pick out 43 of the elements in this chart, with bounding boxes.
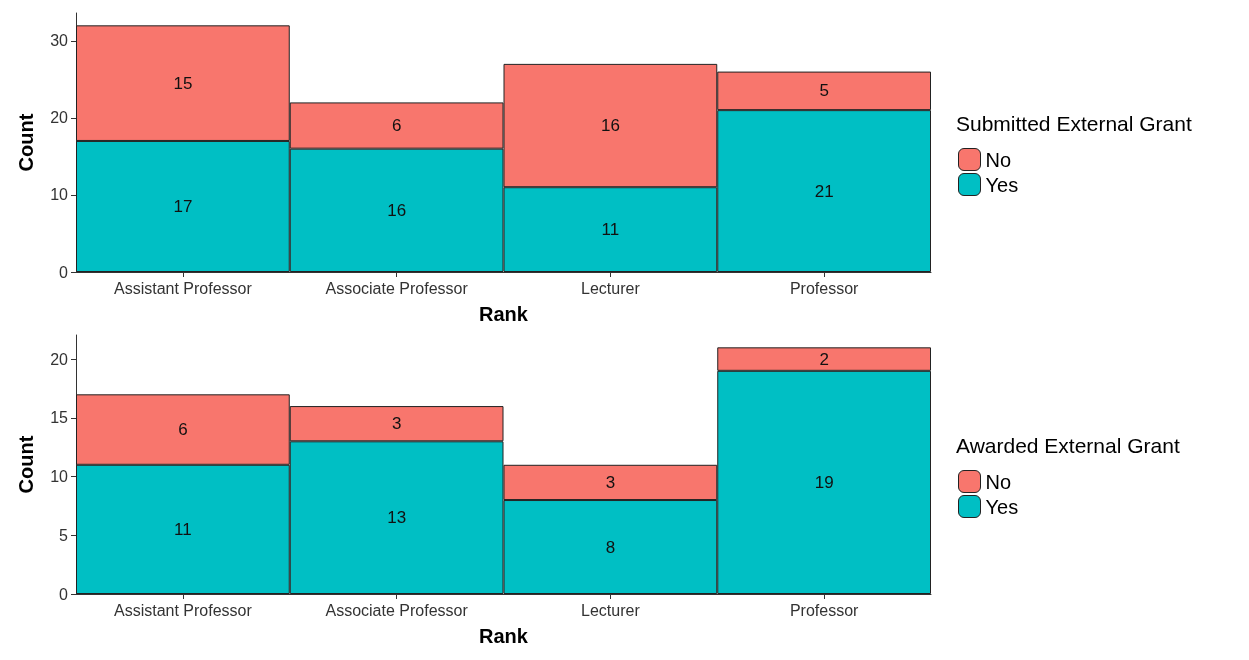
data-label: 8: [605, 537, 616, 557]
x-axis-title: Rank: [479, 625, 529, 647]
data-label: 16: [387, 200, 407, 220]
data-label: 6: [391, 116, 402, 136]
x-tick-label: Associate Professor: [325, 279, 469, 297]
data-label: 5: [819, 81, 829, 101]
x-tick-label: Associate Professor: [325, 601, 469, 619]
x-tick-label: Lecturer: [581, 279, 641, 297]
data-label: 11: [174, 519, 192, 539]
legend-label: Yes: [985, 495, 1019, 518]
x-tick-label: Lecturer: [581, 601, 641, 619]
x-tick-label: Professor: [789, 279, 860, 297]
y-tick-label: 15: [50, 409, 69, 427]
legend-title: Submitted External Grant: [956, 112, 1192, 135]
data-label: 3: [391, 414, 402, 434]
data-label: 16: [600, 116, 620, 136]
data-label: 21: [814, 181, 834, 201]
data-label: 15: [173, 73, 193, 93]
y-tick-label: 30: [50, 32, 69, 50]
data-label: 6: [178, 420, 188, 440]
y-tick-label: 5: [59, 526, 69, 544]
x-axis-title: Rank: [479, 303, 529, 325]
legend-label: No: [985, 470, 1012, 493]
y-axis-title: Count: [15, 113, 37, 172]
y-tick-label: 10: [50, 186, 69, 204]
y-tick-label: 0: [59, 585, 69, 603]
data-label: 19: [814, 472, 834, 492]
data-label: 11: [601, 220, 620, 240]
x-tick-label: Assistant Professor: [113, 601, 253, 619]
data-label: 2: [819, 349, 829, 369]
data-label: 3: [605, 472, 616, 492]
legend-title: Awarded External Grant: [956, 434, 1180, 457]
y-axis-title: Count: [15, 435, 37, 494]
x-tick-label: Professor: [789, 601, 860, 619]
y-tick-label: 20: [50, 350, 69, 368]
legend-label: No: [985, 148, 1012, 171]
y-tick-label: 10: [50, 468, 69, 486]
x-tick-label: Assistant Professor: [113, 279, 253, 297]
y-tick-label: 20: [50, 109, 69, 127]
y-tick-label: 0: [59, 263, 69, 281]
data-label: 13: [387, 508, 407, 528]
data-label: 17: [173, 196, 193, 216]
legend-label: Yes: [985, 173, 1019, 196]
